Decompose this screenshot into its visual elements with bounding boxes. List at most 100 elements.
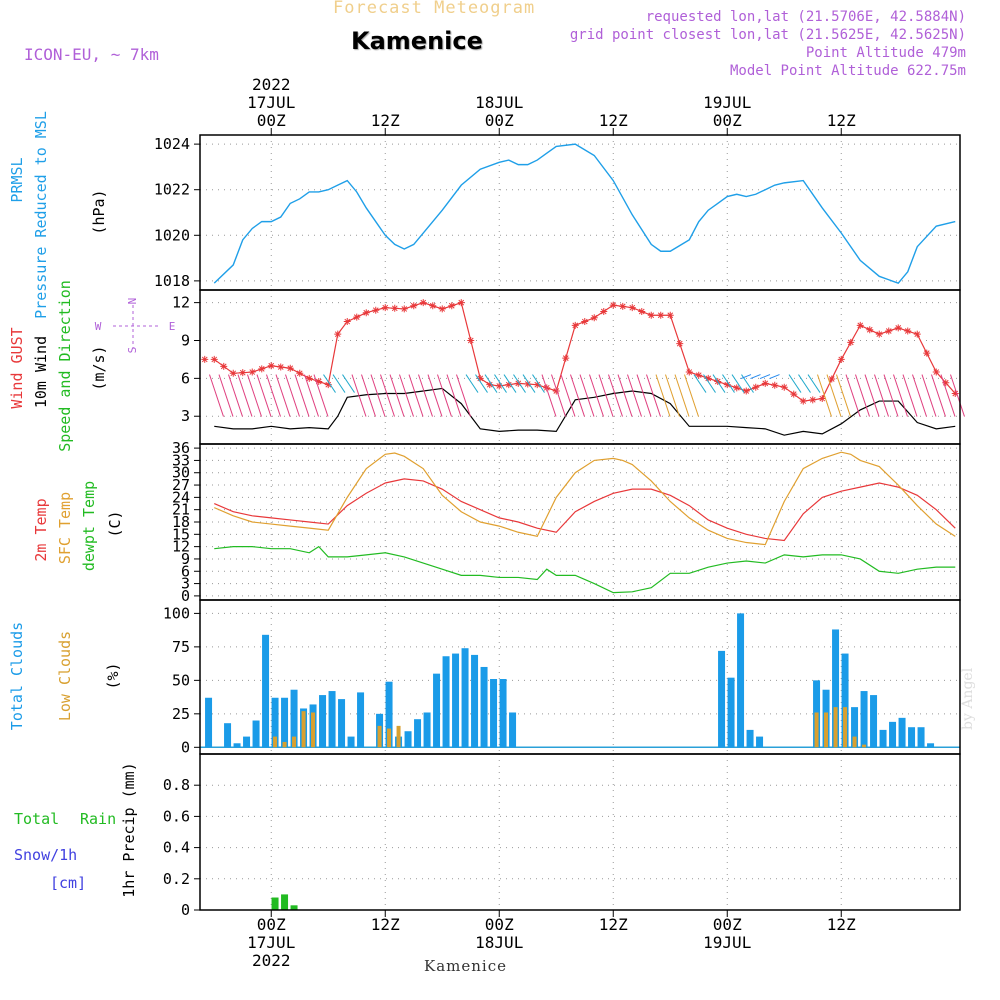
bottom-time-label: 19JUL <box>703 933 751 952</box>
low-clouds-bar <box>814 712 819 748</box>
gust-marker <box>856 321 864 329</box>
gust-marker <box>923 349 931 357</box>
wind-direction-arrow <box>237 374 253 417</box>
compass-north: N <box>126 298 139 305</box>
precip-snow-label: Snow/1h <box>14 846 77 864</box>
gust-marker <box>913 330 921 338</box>
y-tick-label: 3 <box>181 407 190 425</box>
panel-frame-pressure <box>199 134 961 291</box>
wind-direction-arrow <box>285 374 300 417</box>
gust-marker <box>391 304 399 312</box>
model-altitude: Model Point Altitude 622.75m <box>729 63 966 79</box>
total-clouds-bar <box>917 727 925 748</box>
gust-marker <box>505 381 513 389</box>
gust-marker <box>695 371 703 379</box>
total-clouds-bar <box>756 736 764 748</box>
wind-direction-arrow <box>551 374 566 417</box>
y-tick-label: 21 <box>172 501 190 519</box>
temp-dewpt-label: dewpt Temp <box>80 481 98 571</box>
low-clouds-label: Low Clouds <box>56 631 74 721</box>
wind-direction-arrow <box>294 374 310 417</box>
total-clouds-bar <box>851 707 859 748</box>
low-clouds-bar <box>833 707 838 748</box>
low-clouds-bar <box>387 728 392 748</box>
bottom-time-label: 2022 <box>252 951 291 970</box>
wind-direction-arrow <box>874 374 889 417</box>
gust-marker <box>609 301 617 309</box>
gust-marker <box>885 327 893 335</box>
gust-marker <box>761 379 769 387</box>
gust-marker <box>723 381 731 389</box>
gust-marker <box>875 330 883 338</box>
gust-marker <box>419 299 427 307</box>
wind-direction-arrow <box>912 374 927 417</box>
total-clouds-bar <box>423 712 431 748</box>
total-clouds-bar <box>490 679 498 748</box>
prmsl-label: PRMSL <box>8 157 26 202</box>
y-tick-label: 9 <box>181 331 190 349</box>
gust-marker <box>666 311 674 319</box>
gust-marker <box>400 305 408 313</box>
total-clouds-bar <box>898 717 906 748</box>
y-tick-label: 1018 <box>154 272 190 290</box>
y-tick-label: 3 <box>181 575 190 593</box>
gust-marker <box>296 369 304 377</box>
gust-marker <box>343 318 351 326</box>
precip-total-label: Total <box>14 810 59 828</box>
temp-unit-label: (C) <box>106 510 124 537</box>
gust-marker <box>429 302 437 310</box>
total-clouds-bar <box>509 712 517 748</box>
wind-direction-arrow <box>750 374 761 380</box>
rain-bar <box>281 894 289 910</box>
compass-south: S <box>126 347 139 354</box>
gust-marker <box>239 369 247 377</box>
low-clouds-bar <box>273 736 278 748</box>
gust-marker <box>951 390 959 398</box>
wind-direction-arrow <box>275 374 291 417</box>
pressure-unit-label: (hPa) <box>90 189 108 234</box>
y-tick-label: 0 <box>181 587 190 605</box>
gust-marker <box>277 363 285 371</box>
total-clouds-bar <box>281 697 289 748</box>
temp-2m-label: 2m Temp <box>32 498 50 561</box>
requested-coords: requested lon,lat (21.5706E, 42.5884N) <box>645 9 966 25</box>
clouds-unit-label: (%) <box>104 662 122 689</box>
total-clouds-bar <box>727 677 735 748</box>
gust-marker <box>210 355 218 363</box>
y-tick-label: 6 <box>181 562 190 580</box>
wind-direction-arrow <box>465 374 479 393</box>
gust-marker <box>657 311 665 319</box>
total-clouds-bar <box>224 723 232 748</box>
y-tick-label: 25 <box>172 705 190 723</box>
wind-direction-arrow <box>209 374 224 417</box>
precip-rain-label: Rain <box>80 810 116 828</box>
y-tick-label: 100 <box>163 604 190 622</box>
gust-marker <box>818 395 826 403</box>
wind-direction-arrow <box>475 374 488 393</box>
gust-marker <box>790 390 798 398</box>
y-tick-label: 12 <box>172 538 190 556</box>
y-tick-label: 33 <box>172 451 190 469</box>
total-clouds-bar <box>480 666 488 748</box>
low-clouds-bar <box>852 736 857 748</box>
gust-marker <box>752 383 760 391</box>
series-line-prmsl <box>213 143 956 284</box>
gust-marker <box>467 336 475 344</box>
closest-coords: grid point closest lon,lat (21.5625E, 42… <box>569 27 966 43</box>
wind-direction-arrow <box>579 374 595 417</box>
low-clouds-bar <box>862 744 867 748</box>
wind-direction-arrow <box>456 374 471 417</box>
wind-direction-arrow <box>740 374 752 380</box>
y-tick-label: 0.2 <box>163 870 190 888</box>
gust-marker <box>799 397 807 405</box>
y-tick-label: 12 <box>172 294 190 312</box>
wind-direction-arrow <box>883 374 899 417</box>
wind-direction-arrow <box>617 374 633 417</box>
gust-marker <box>809 396 817 404</box>
temp-sfc-label: SFC Temp <box>56 492 74 564</box>
wind-direction-arrow <box>494 374 507 393</box>
total-clouds-bar <box>471 654 479 748</box>
low-clouds-bar <box>396 725 401 748</box>
gust-marker <box>286 364 294 372</box>
